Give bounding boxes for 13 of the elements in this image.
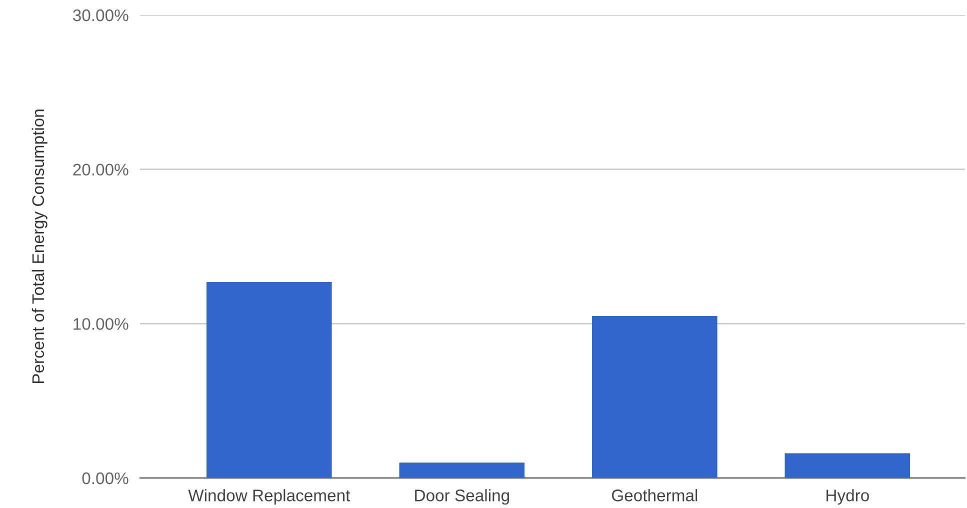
bar	[206, 282, 332, 478]
bar	[592, 316, 718, 478]
y-tick-label: 10.00%	[74, 318, 128, 330]
x-tick-label: Geothermal	[612, 489, 698, 502]
y-tick-label: 0.00%	[82, 472, 128, 484]
x-tick-label: Window Replacement	[188, 489, 350, 505]
bar	[399, 462, 525, 478]
y-axis-title: Percent of Total Energy Consumption	[32, 110, 48, 384]
x-tick-label: Hydro	[826, 489, 869, 505]
x-tick-label: Door Sealing	[415, 489, 510, 505]
y-tick-label: 30.00%	[73, 9, 128, 22]
bar	[784, 453, 910, 478]
y-tick-label: 20.00%	[73, 164, 128, 176]
